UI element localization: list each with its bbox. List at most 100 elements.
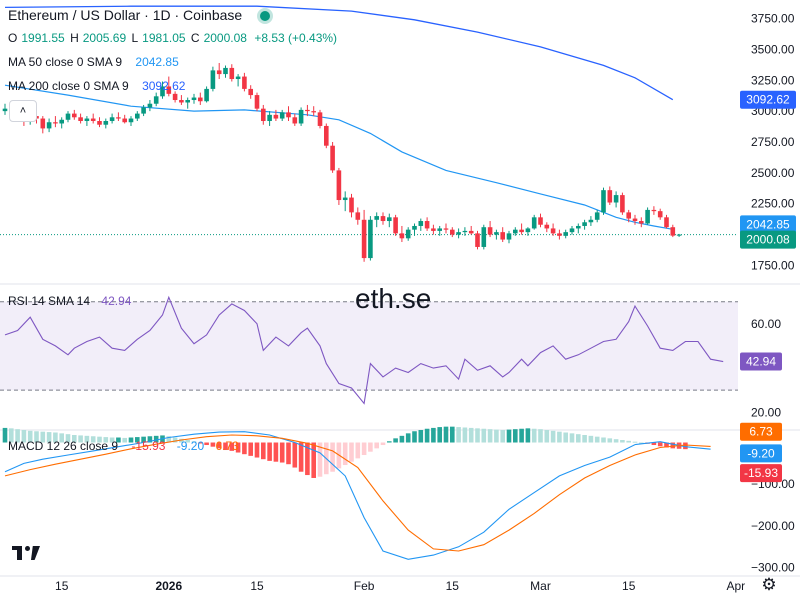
candle-body xyxy=(576,225,581,229)
candle-body xyxy=(387,217,392,222)
macd-hist-bar xyxy=(317,442,323,477)
candle xyxy=(147,100,153,112)
candle xyxy=(97,117,102,128)
ma200-value: 3092.62 xyxy=(142,79,186,93)
candle-body xyxy=(305,109,310,112)
candle-body xyxy=(487,227,493,235)
candle-body xyxy=(97,121,102,125)
macd-hist-bar xyxy=(267,442,272,461)
candle xyxy=(361,209,367,262)
time-axis-label: 15 xyxy=(55,579,69,593)
ma200-legend[interactable]: MA 200 close 0 SMA 9 3092.62 xyxy=(8,79,189,93)
candle-body xyxy=(374,216,379,220)
candle xyxy=(387,213,392,228)
macd-hist-bar xyxy=(550,430,556,443)
macd-hist-bar xyxy=(475,428,480,443)
ohlc-high-value: 2005.69 xyxy=(82,31,127,45)
macd-hist-value: 6.73 xyxy=(215,439,239,453)
candle-body xyxy=(670,227,676,236)
candle xyxy=(399,225,405,243)
price-tick-label: 2500.00 xyxy=(751,166,795,180)
macd-label: MACD 12 26 close 9 xyxy=(8,439,119,453)
candle xyxy=(2,103,8,115)
rsi-label: RSI 14 SMA 14 xyxy=(8,294,91,308)
candle xyxy=(588,216,594,226)
macd-hist-bar xyxy=(569,433,575,443)
candle-body xyxy=(286,112,291,118)
candle xyxy=(450,227,455,238)
rsi-line xyxy=(4,295,724,405)
macd-hist-bar xyxy=(664,442,669,448)
gear-icon[interactable]: ⚙ xyxy=(761,575,777,594)
candle xyxy=(676,233,682,237)
symbol-title[interactable]: Ethereum / US Dollar · 1D · Coinbase xyxy=(8,7,243,23)
candle-body xyxy=(450,229,455,235)
collapse-legend-button[interactable]: ˄ xyxy=(9,100,37,122)
rsi-value: 42.94 xyxy=(101,294,132,308)
candle-body xyxy=(84,118,90,122)
macd-hist-bar xyxy=(46,432,52,443)
price-tag-box xyxy=(740,230,796,249)
macd-hist-bar xyxy=(15,429,20,443)
macd-hist-bar xyxy=(65,434,71,443)
candle xyxy=(254,92,260,112)
macd-hist-bar xyxy=(248,442,253,456)
rsi-tick-label: 60.00 xyxy=(751,317,781,331)
macd-hist-bar xyxy=(210,442,216,447)
candle xyxy=(393,214,398,236)
candle xyxy=(519,223,524,235)
candle xyxy=(607,186,613,205)
candle-body xyxy=(229,67,235,80)
candle xyxy=(412,223,417,236)
ohlc-open-value: 1991.55 xyxy=(21,31,65,45)
indicator-tag-box xyxy=(740,422,782,441)
candle xyxy=(437,225,442,236)
candle-body xyxy=(412,225,417,230)
candle-body xyxy=(355,212,361,220)
candle-body xyxy=(172,93,178,101)
candle xyxy=(664,214,669,229)
candle-body xyxy=(324,125,329,146)
tradingview-logo-icon[interactable] xyxy=(12,540,40,562)
macd-legend[interactable]: MACD 12 26 close 9 -15.93 -9.20 6.73 xyxy=(8,439,243,453)
rsi-legend[interactable]: RSI 14 SMA 14 42.94 xyxy=(8,294,135,308)
macd-hist-bar xyxy=(2,427,8,443)
candle-body xyxy=(185,100,190,103)
candle xyxy=(405,227,411,241)
candle xyxy=(204,86,209,103)
candle-body xyxy=(59,119,64,124)
candle xyxy=(475,230,480,250)
candle-body xyxy=(279,112,285,119)
candle xyxy=(84,116,90,126)
macd-hist-bar xyxy=(481,428,487,443)
candle-body xyxy=(456,232,461,235)
ma50-legend[interactable]: MA 50 close 0 SMA 9 2042.85 xyxy=(8,55,183,69)
macd-hist-bar xyxy=(506,429,512,443)
candle xyxy=(657,208,663,220)
macd-hist-bar xyxy=(387,441,392,443)
macd-hist-bar xyxy=(607,438,613,443)
macd-hist-bar xyxy=(185,440,190,443)
candle xyxy=(267,111,272,126)
macd-hist-bar xyxy=(582,435,587,443)
indicator-tag-text: 6.73 xyxy=(749,425,773,439)
macd-hist-bar xyxy=(135,437,140,443)
ohlc-close-value: 2000.08 xyxy=(203,31,247,45)
candle xyxy=(639,217,644,228)
candle xyxy=(305,104,310,117)
macd-hist-bar xyxy=(538,429,543,443)
indicator-tag-box xyxy=(740,464,782,483)
candle-body xyxy=(330,145,335,171)
candle-body xyxy=(626,212,631,219)
candle-body xyxy=(90,118,96,122)
candle xyxy=(40,116,46,134)
candle xyxy=(594,209,600,223)
candle xyxy=(613,191,619,208)
macd-hist-bar xyxy=(513,429,518,443)
ma50-value: 2042.85 xyxy=(135,55,179,69)
candle xyxy=(324,123,329,149)
candle xyxy=(109,113,115,124)
candle-body xyxy=(399,233,405,239)
macd-hist-bar xyxy=(626,440,631,443)
